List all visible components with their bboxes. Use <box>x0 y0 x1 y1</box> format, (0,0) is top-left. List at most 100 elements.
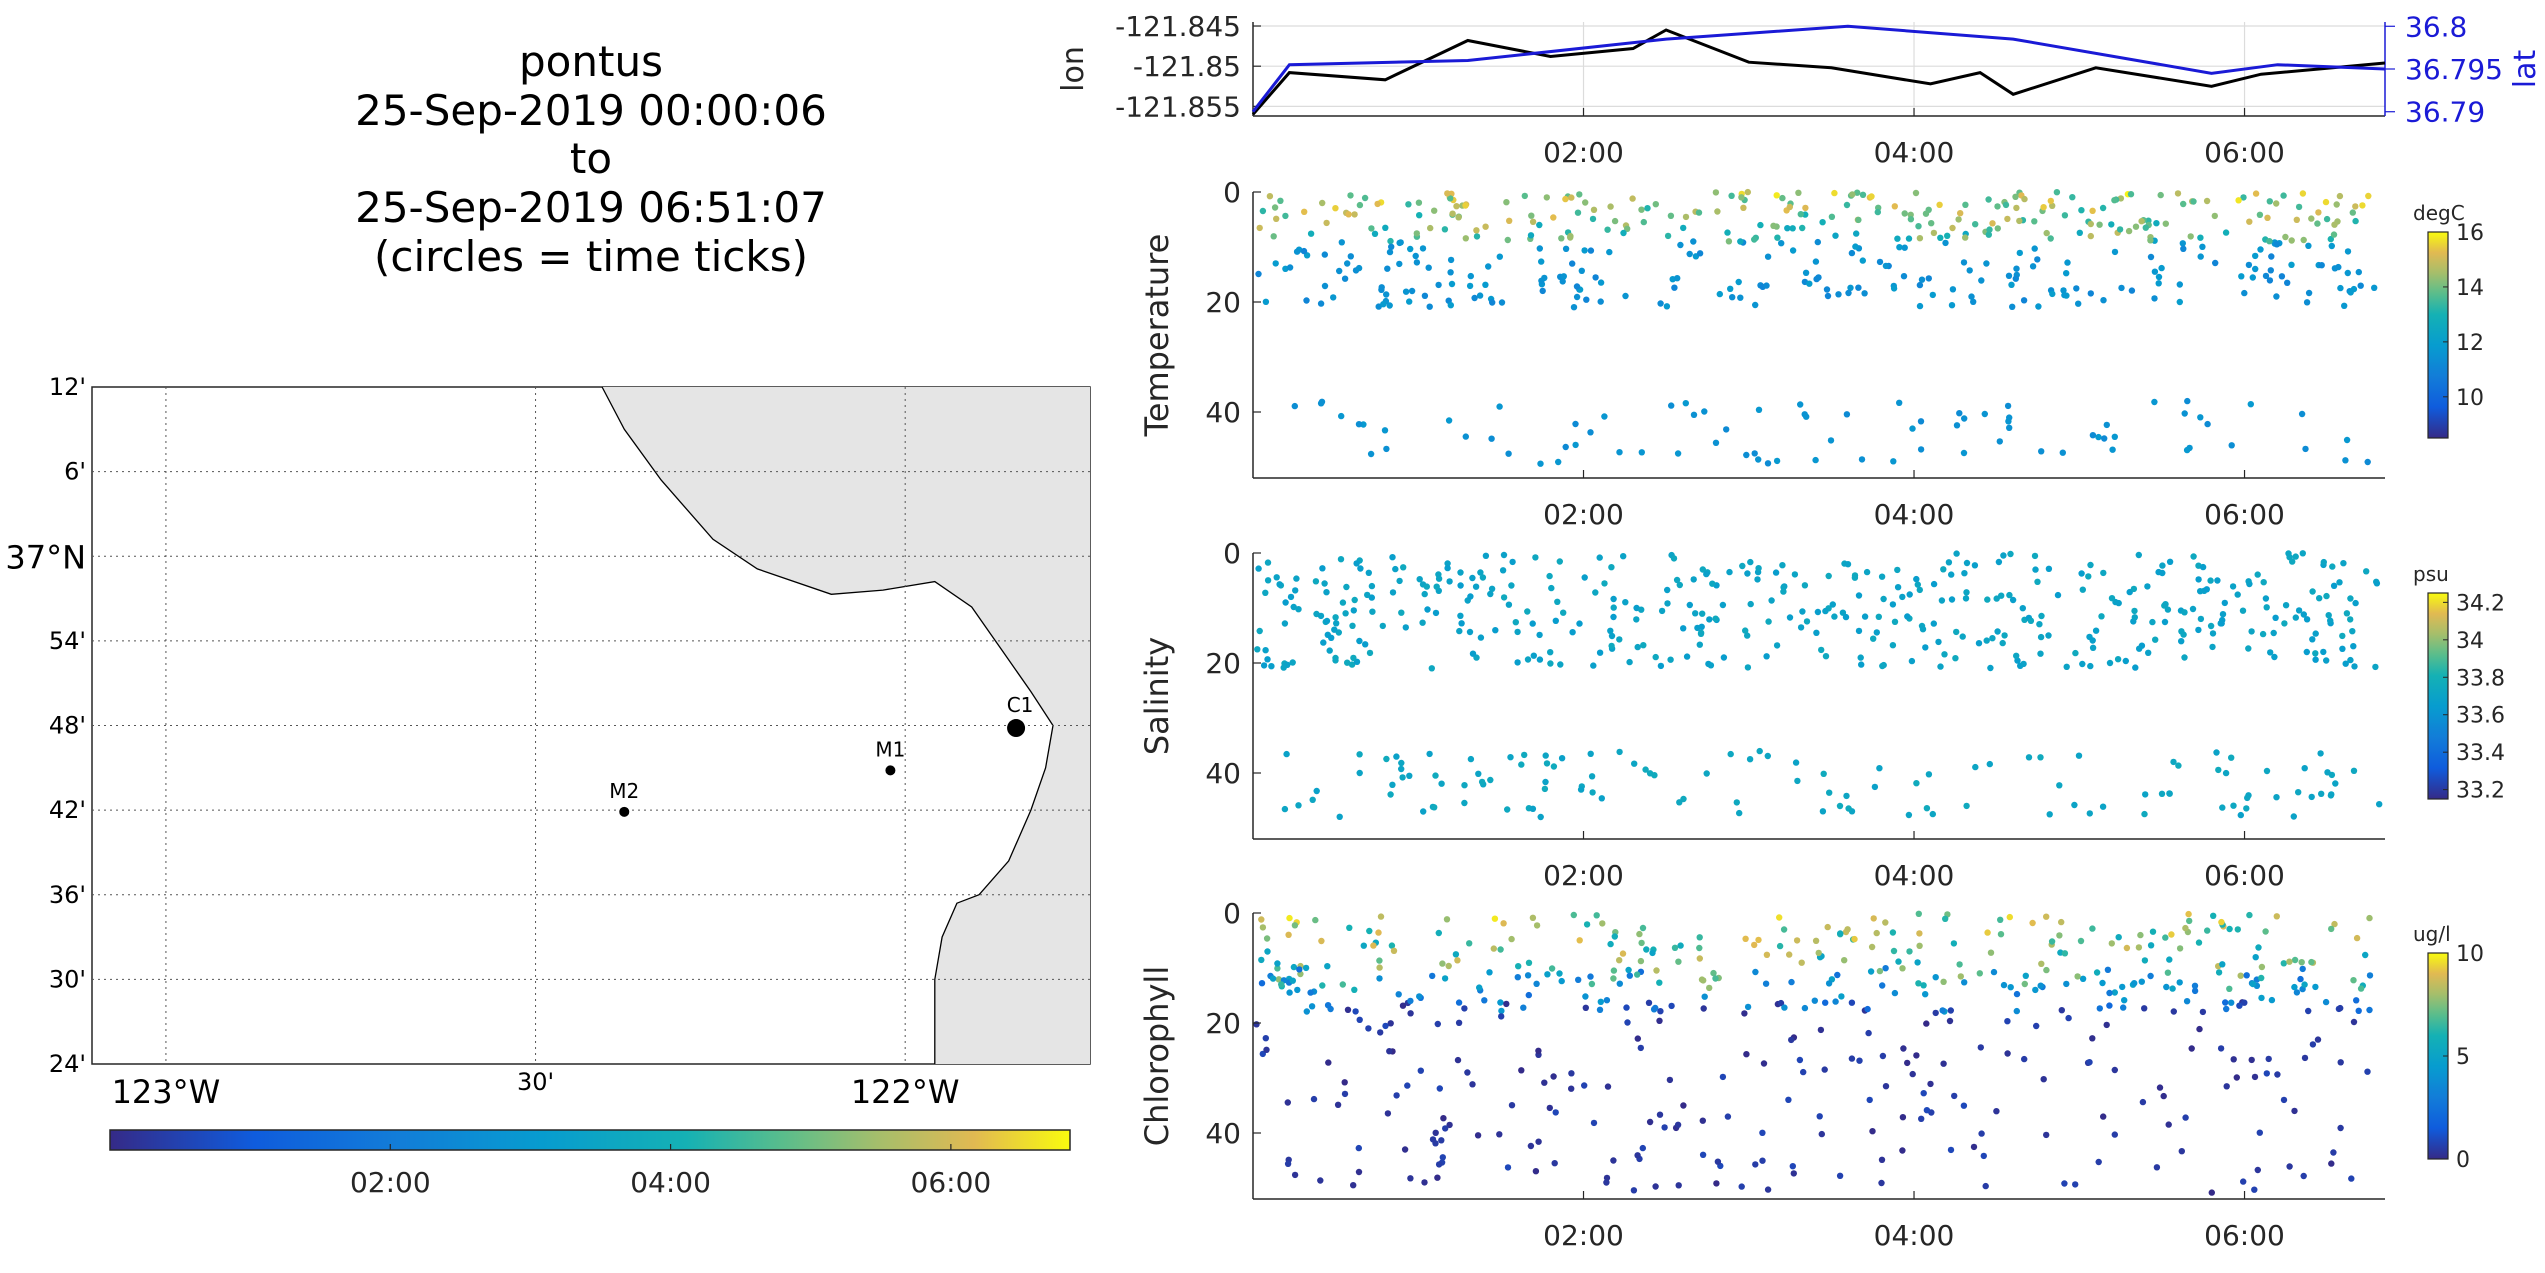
temp-point <box>2284 279 2291 286</box>
temp-point <box>1597 298 1604 305</box>
temp-point <box>1740 204 1747 211</box>
chl-point <box>1821 1066 1828 1073</box>
chl-point <box>1856 1057 1863 1064</box>
chl-point <box>2141 957 2149 964</box>
chl-point <box>2256 1129 2263 1136</box>
sal-colorbar-bar <box>2427 592 2449 800</box>
chl-point <box>2138 978 2145 985</box>
sal-point <box>2085 573 2092 580</box>
sal-point <box>1389 781 1396 788</box>
chl-point <box>2029 919 2036 927</box>
chl-point <box>1351 986 1358 993</box>
chl-point <box>2099 979 2106 987</box>
chl-point <box>1661 1124 1668 1131</box>
sal-ylabel: Salinity <box>1138 637 1176 755</box>
chl-point <box>1978 1130 1985 1137</box>
sal-points <box>1254 550 2383 821</box>
temp-point <box>1812 258 1820 265</box>
chl-point <box>1432 1129 1439 1137</box>
chl-point <box>1339 981 1347 988</box>
sal-point <box>1254 646 1261 653</box>
chl-point <box>1960 1102 1968 1109</box>
temp-point <box>1905 235 1913 242</box>
temp-point <box>1657 300 1664 307</box>
temp-point <box>1386 248 1394 256</box>
chl-point <box>1699 1151 1707 1159</box>
temp-point <box>1985 231 1993 238</box>
sal-point <box>1813 629 1820 636</box>
temp-point <box>1301 208 1308 215</box>
temp-colorbar-bar <box>2427 231 2449 439</box>
temp-point <box>2343 436 2351 444</box>
chl-point <box>1837 930 1844 937</box>
chl-point <box>1610 975 1617 982</box>
sal-point <box>1626 658 1633 666</box>
sal-point <box>1797 624 1805 631</box>
chl-point <box>1503 1000 1510 1008</box>
chl-point <box>2249 980 2257 988</box>
chl-point <box>2188 1045 2195 1052</box>
sal-point <box>1432 772 1439 779</box>
chl-point <box>2111 1066 2118 1074</box>
sal-point <box>1676 581 1684 589</box>
temp-point <box>1361 194 1369 202</box>
sal-point <box>1596 554 1603 561</box>
sal-point <box>2218 620 2225 627</box>
sal-point <box>1509 558 1516 566</box>
chl-point <box>2022 972 2030 979</box>
chl-point <box>2243 972 2250 979</box>
sal-point <box>1904 613 1911 620</box>
chl-point <box>1464 1069 1471 1076</box>
chl-point <box>1865 1029 1872 1037</box>
temp-point <box>1789 225 1796 232</box>
sal-point <box>2260 579 2267 586</box>
temp-point <box>2100 297 2107 304</box>
temp-point <box>1560 273 1568 280</box>
sal-point <box>1948 596 1956 603</box>
temp-point <box>1462 433 1470 440</box>
temp-point <box>2012 275 2020 282</box>
chl-point <box>2263 1070 2270 1077</box>
chl-point <box>1790 1170 1798 1177</box>
temp-point <box>2142 224 2149 231</box>
temp-point <box>1667 212 1675 219</box>
chl-point <box>1310 1095 1318 1103</box>
chl-point <box>1825 980 1833 987</box>
temp-point <box>1843 201 1851 209</box>
temp-point <box>2096 221 2103 228</box>
chl-point <box>2176 945 2184 952</box>
chl-point <box>1302 964 1310 972</box>
temp-point <box>2357 282 2364 289</box>
chl-point <box>1435 1161 1443 1168</box>
temp-point <box>2322 198 2330 206</box>
temp-point <box>1644 205 1651 212</box>
chl-point <box>1984 929 1991 936</box>
chl-point <box>1706 984 1713 992</box>
temp-point <box>1962 234 1969 241</box>
chl-point <box>1546 1104 1554 1112</box>
sal-point <box>1768 597 1775 604</box>
chl-point <box>1741 1010 1748 1017</box>
sal-point <box>1633 616 1640 623</box>
sal-point <box>1929 810 1937 818</box>
temp-point <box>1255 270 1262 278</box>
chl-point <box>1920 982 1927 989</box>
sal-point <box>1792 759 1800 766</box>
chl-point <box>1946 1017 1954 1025</box>
temp-point <box>1849 191 1856 198</box>
temp-colorbar-tick-label: 16 <box>2456 221 2484 246</box>
chl-point <box>2258 974 2265 982</box>
temp-point <box>2197 234 2204 241</box>
sal-point <box>2372 663 2379 671</box>
chl-point <box>2204 927 2211 934</box>
sal-point <box>2222 769 2230 777</box>
temp-point <box>1485 263 1492 270</box>
temp-point <box>1476 292 1484 299</box>
chl-point <box>2065 1014 2072 1022</box>
chl-point <box>1496 1131 1503 1138</box>
sal-point <box>1638 606 1645 613</box>
temp-point <box>2245 261 2253 269</box>
temp-point <box>1291 402 1299 410</box>
